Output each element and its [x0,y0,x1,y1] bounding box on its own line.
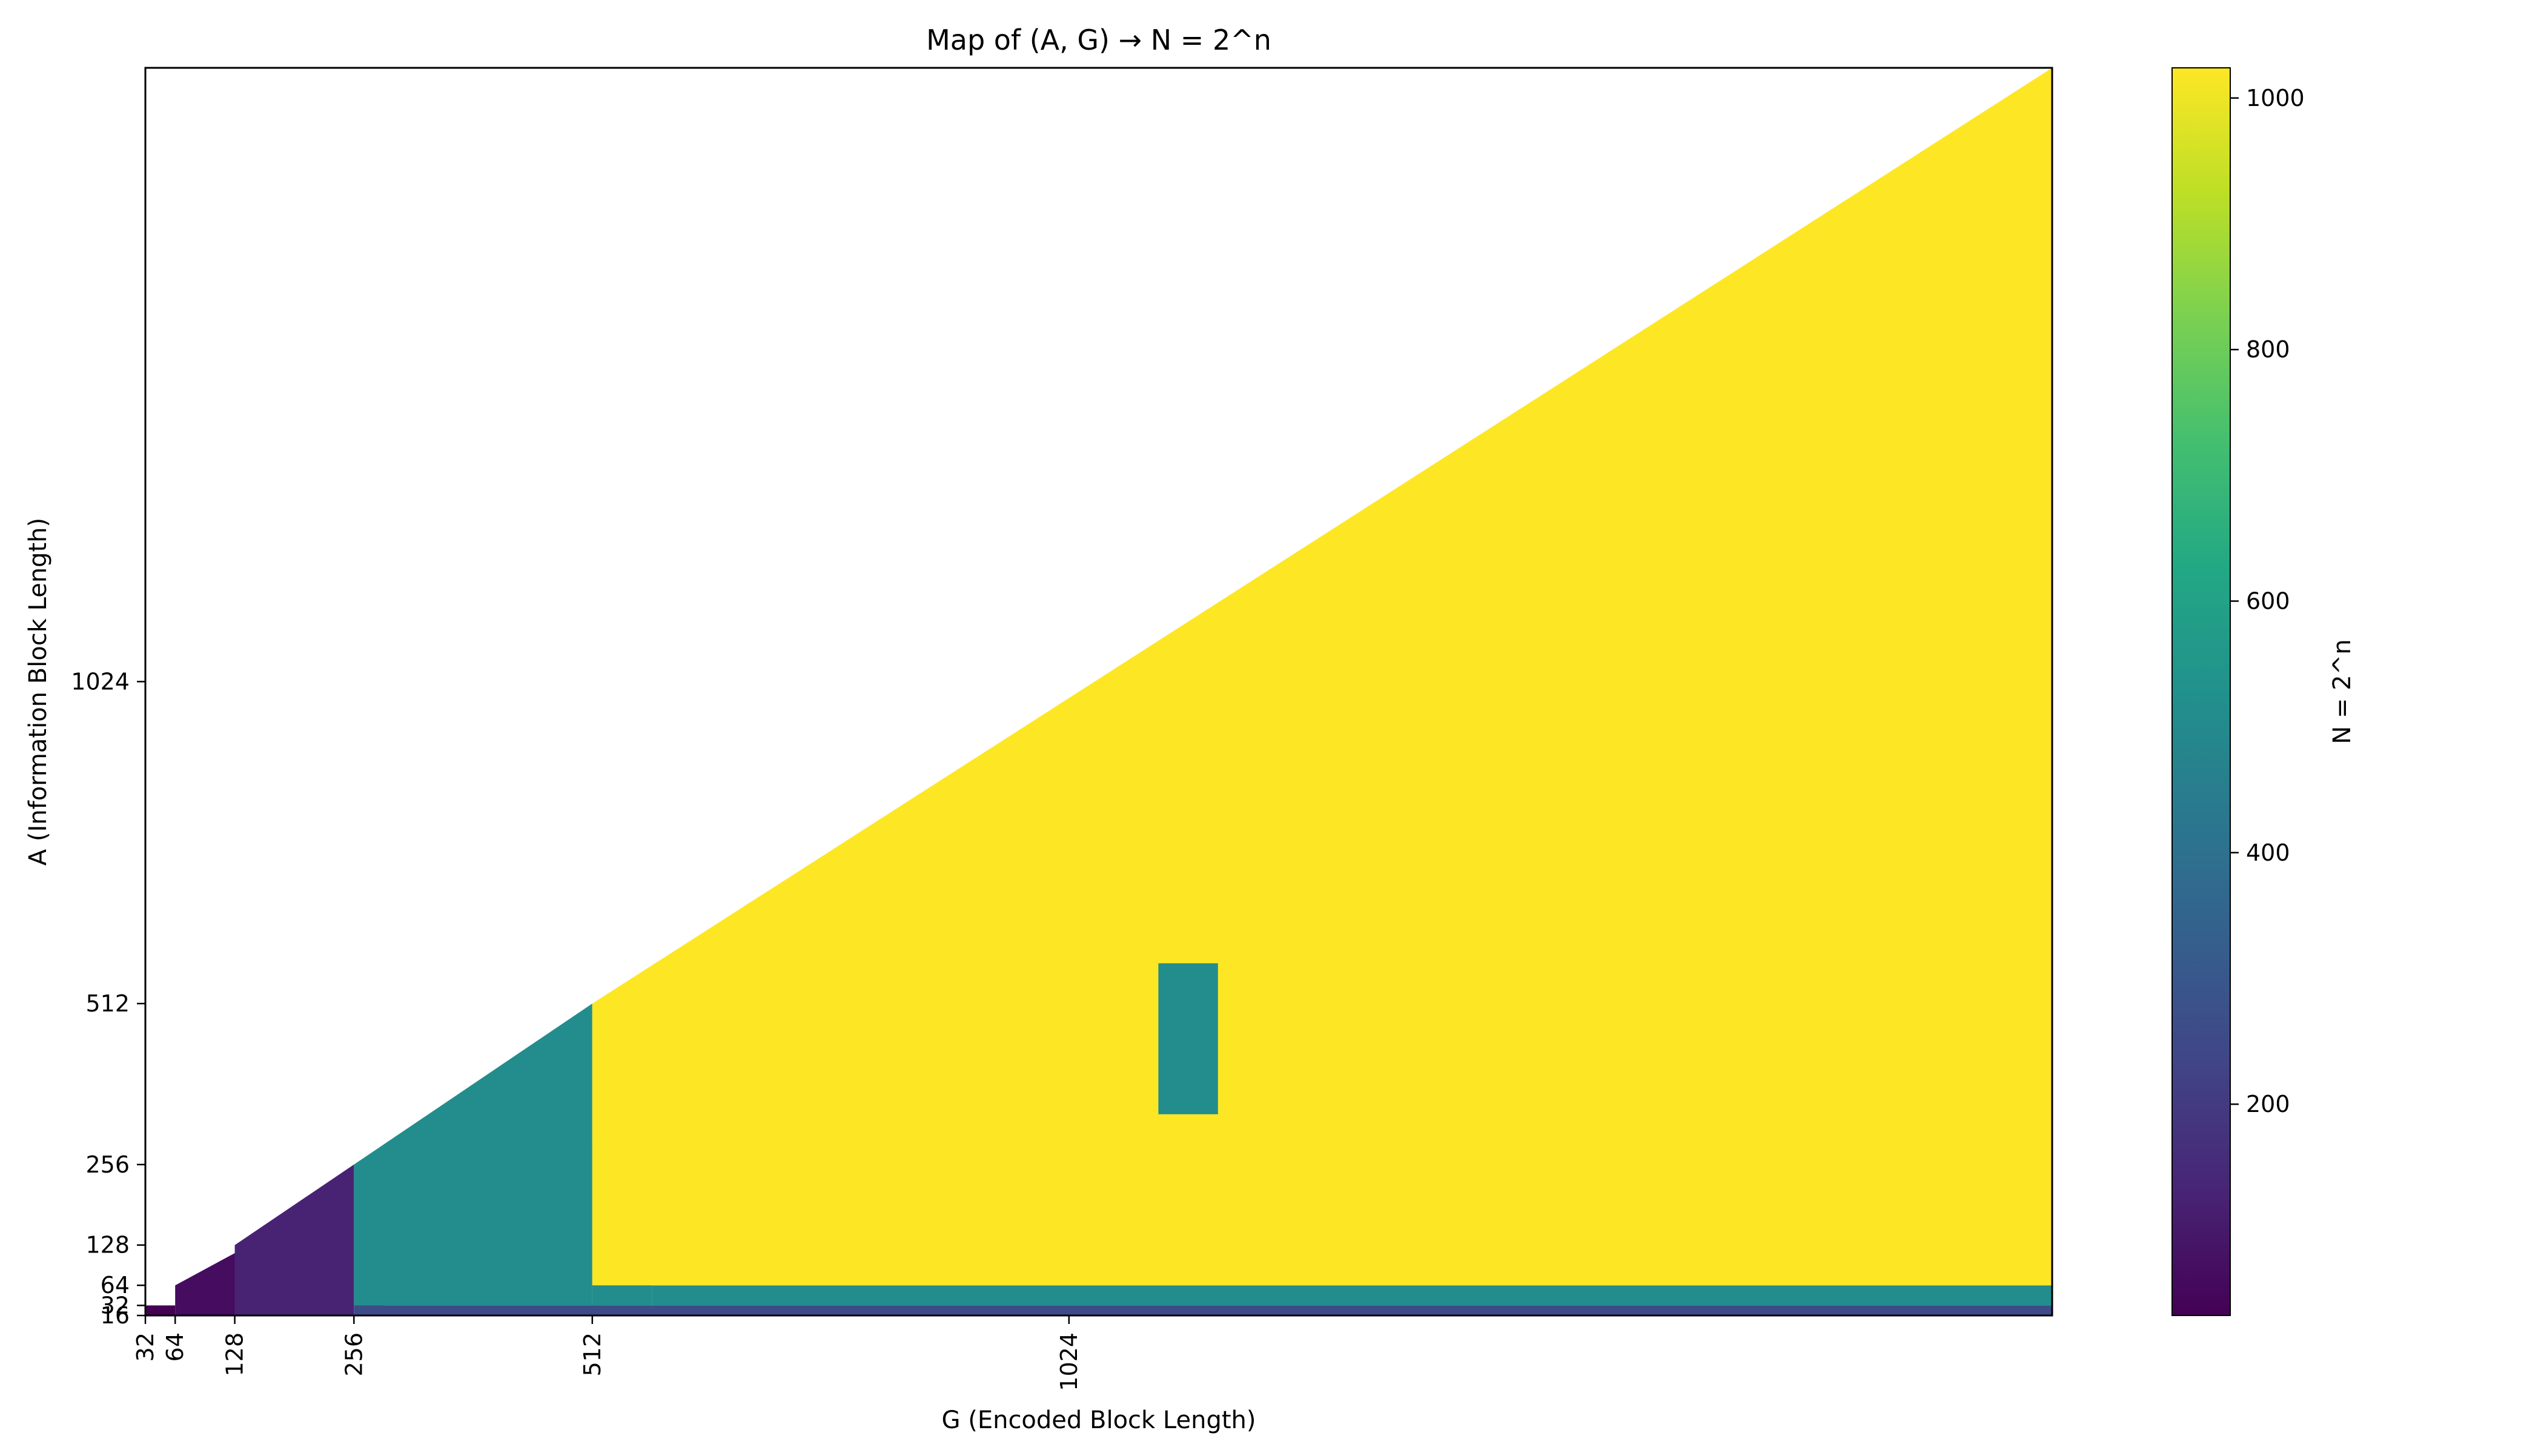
heatmap-cell [175,1245,250,1315]
y-tick-label: 1024 [71,668,130,695]
heatmap-cell [592,68,2052,1286]
y-tick-label: 256 [85,1151,130,1178]
heatmap-cell [145,1305,176,1315]
plot-frame [144,67,2053,1317]
heatmap-cell [652,1285,2052,1306]
y-axis-label: A (Information Block Length) [24,518,52,865]
x-tick-label: 256 [340,1332,367,1377]
heatmap-cell [234,1164,354,1315]
heatmap-cells [145,68,2052,1315]
heatmap-cell [383,1305,2052,1315]
x-tick-label: 512 [579,1332,606,1377]
x-tick-label: 64 [162,1332,188,1362]
x-tick-label: 128 [222,1332,248,1377]
colorbar-tick-label: 600 [2246,587,2290,614]
colorbar-tick-label: 1000 [2246,85,2305,111]
y-tick-label: 16 [101,1302,130,1329]
x-tick-label: 32 [132,1332,159,1362]
x-axis-ticks: 32 64 128 256 512 1024 [132,1315,1082,1391]
colorbar-ticks: 200 400 600 800 1000 [2230,85,2305,1117]
y-tick-label: 64 [101,1272,130,1299]
y-tick-label: 128 [85,1232,130,1259]
y-tick-label: 512 [85,990,130,1017]
colorbar-label: N = 2^n [2328,639,2356,744]
heatmap-cell [1158,963,1218,1114]
colorbar [2171,67,2231,1316]
heatmap-cell [354,1004,592,1306]
colorbar-tick-label: 200 [2246,1091,2290,1117]
chart-title: Map of (A, G) → N = 2^n [926,24,1271,56]
colorbar-tick-label: 400 [2246,839,2290,866]
y-tick-label: 32 [101,1292,130,1319]
colorbar-tick-label: 800 [2246,336,2290,363]
x-tick-label: 1024 [1056,1332,1082,1391]
x-axis-label: G (Encoded Block Length) [942,1406,1256,1434]
